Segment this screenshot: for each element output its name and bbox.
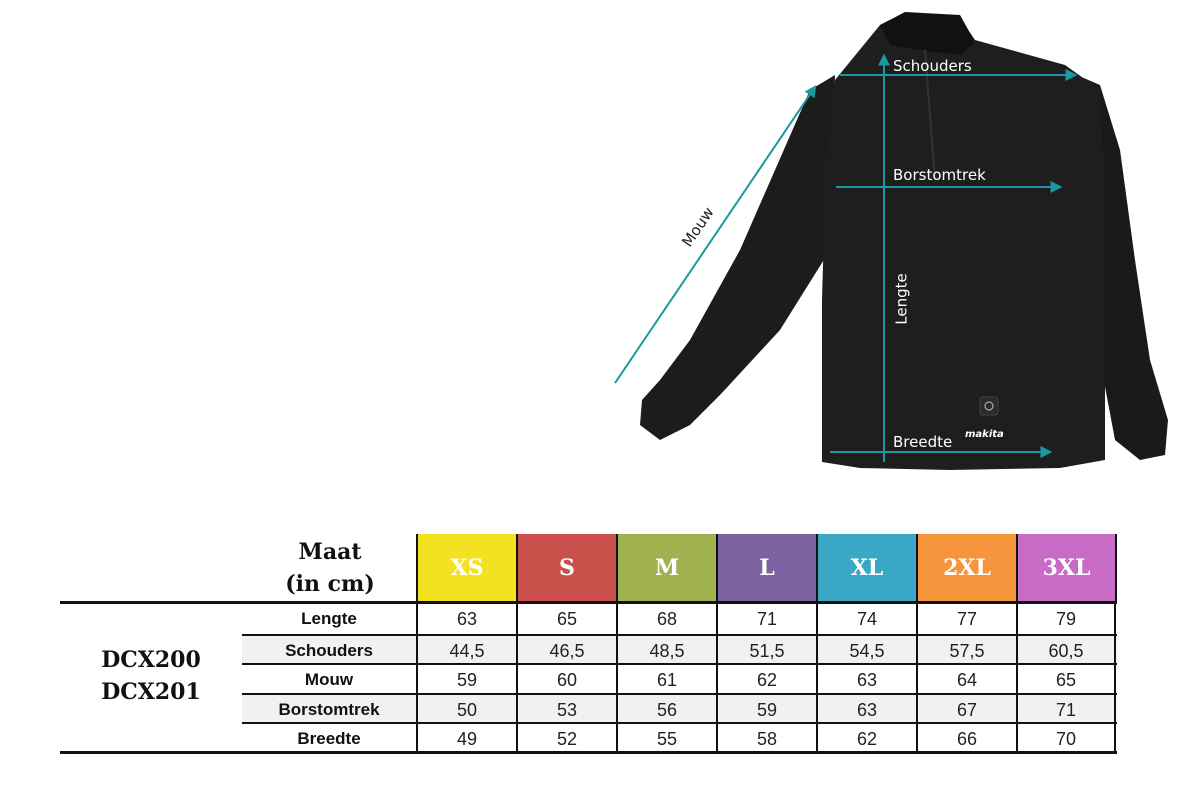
size-header-2xl: 2XL: [916, 534, 1016, 602]
table-cell: 61: [616, 665, 716, 694]
header-divider: [60, 601, 1117, 604]
model-name: DCX200: [101, 647, 201, 673]
table-cell: 44,5: [416, 635, 516, 664]
table-cell: 79: [1016, 604, 1116, 634]
size-header-xl: XL: [816, 534, 916, 602]
table-cell: 77: [916, 604, 1016, 634]
table-cell: 57,5: [916, 635, 1016, 664]
table-cell: 59: [716, 694, 816, 723]
table-cell: 74: [816, 604, 916, 634]
table-cell: 51,5: [716, 635, 816, 664]
length-label: Lengte: [892, 273, 911, 325]
table-cell: 68: [616, 604, 716, 634]
table-cell: 58: [716, 724, 816, 753]
table-cell: 71: [716, 604, 816, 634]
table-cell: 50: [416, 694, 516, 723]
row-label: Borstomtrek: [278, 699, 380, 719]
table-cell: 46,5: [516, 635, 616, 664]
width-label: Breedte: [893, 433, 953, 451]
size-header-l: L: [716, 534, 816, 602]
table-cell: 65: [1016, 665, 1116, 694]
table-bottom-border: [60, 751, 1117, 754]
table-row: Mouw 59 60 61 62 63 64 65: [242, 663, 1117, 694]
size-header-3xl: 3XL: [1016, 534, 1117, 602]
left-sleeve: [640, 75, 835, 440]
sleeve-arrow: [614, 85, 817, 384]
table-cell: 60: [516, 665, 616, 694]
brand-logo: makita: [965, 429, 1004, 440]
table-cell: 54,5: [816, 635, 916, 664]
table-cell: 56: [616, 694, 716, 723]
size-header-s: S: [516, 534, 616, 602]
button-icon: [979, 396, 999, 416]
model-names: DCX200 DCX201: [60, 644, 242, 708]
size-header-m: M: [616, 534, 716, 602]
header-line-1: Maat: [298, 539, 362, 565]
table-cell: 52: [516, 724, 616, 753]
table-cell: 64: [916, 665, 1016, 694]
collar: [880, 12, 975, 55]
size-header-xs: XS: [416, 534, 516, 602]
row-label: Breedte: [297, 729, 361, 749]
table-cell: 48,5: [616, 635, 716, 664]
model-name: DCX201: [101, 679, 201, 705]
shoulders-label: Schouders: [893, 57, 972, 75]
table-cell: 65: [516, 604, 616, 634]
size-header-label: Maat (in cm): [250, 536, 410, 600]
table-cell: 62: [716, 665, 816, 694]
table-cell: 71: [1016, 694, 1116, 723]
table-cell: 53: [516, 694, 616, 723]
row-label: Mouw: [304, 670, 354, 690]
table-row: Borstomtrek 50 53 56 59 63 67 71: [242, 692, 1117, 723]
table-row: Schouders 44,5 46,5 48,5 51,5 54,5 57,5 60,5: [242, 633, 1117, 664]
table-cell: 49: [416, 724, 516, 753]
row-label: Schouders: [285, 640, 373, 660]
table-cell: 63: [816, 665, 916, 694]
table-row: Breedte 49 52 55 58 62 66 70: [242, 722, 1117, 753]
table-cell: 63: [416, 604, 516, 634]
jacket-body: [822, 15, 1105, 470]
jacket-illustration: makita: [614, 12, 1168, 470]
table-cell: 66: [916, 724, 1016, 753]
table-cell: 55: [616, 724, 716, 753]
table-cell: 63: [816, 694, 916, 723]
table-cell: 67: [916, 694, 1016, 723]
table-cell: 62: [816, 724, 916, 753]
header-line-2: (in cm): [285, 571, 375, 597]
table-cell: 60,5: [1016, 635, 1116, 664]
chest-label: Borstomtrek: [893, 166, 986, 184]
table-cell: 59: [416, 665, 516, 694]
table-cell: 70: [1016, 724, 1116, 753]
row-label: Lengte: [301, 609, 357, 628]
table-row: Lengte 63 65 68 71 74 77 79: [242, 604, 1117, 634]
